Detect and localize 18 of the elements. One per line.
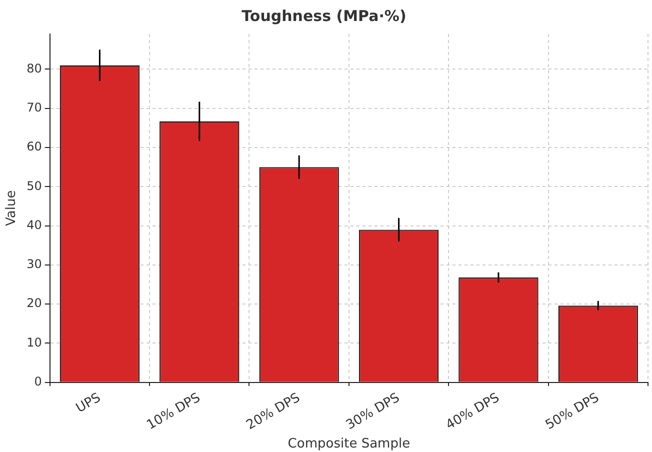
x-tick-label: 50% DPS xyxy=(543,390,602,434)
x-tick-label: 10% DPS xyxy=(144,390,204,434)
x-tick-label: 40% DPS xyxy=(443,390,502,434)
y-tick-label: 40 xyxy=(26,218,42,232)
y-axis-title: Value xyxy=(4,190,20,226)
x-tick-label: UPS xyxy=(74,390,104,416)
y-tick-label: 20 xyxy=(26,296,42,310)
x-tick-label: 30% DPS xyxy=(344,390,402,434)
x-tick-label: 20% DPS xyxy=(244,390,303,434)
y-tick-label: 30 xyxy=(26,257,42,272)
y-tick-label: 0 xyxy=(34,374,42,388)
y-tick-label: 70 xyxy=(26,100,42,114)
y-tick-label: 60 xyxy=(26,140,42,154)
y-tick-label: 50 xyxy=(26,178,42,193)
y-tick-label: 10 xyxy=(26,335,42,350)
chart-title: Toughness (MPa·%) xyxy=(242,6,406,25)
y-tick-label: 80 xyxy=(26,61,42,76)
x-axis-title: Composite Sample xyxy=(288,436,410,452)
